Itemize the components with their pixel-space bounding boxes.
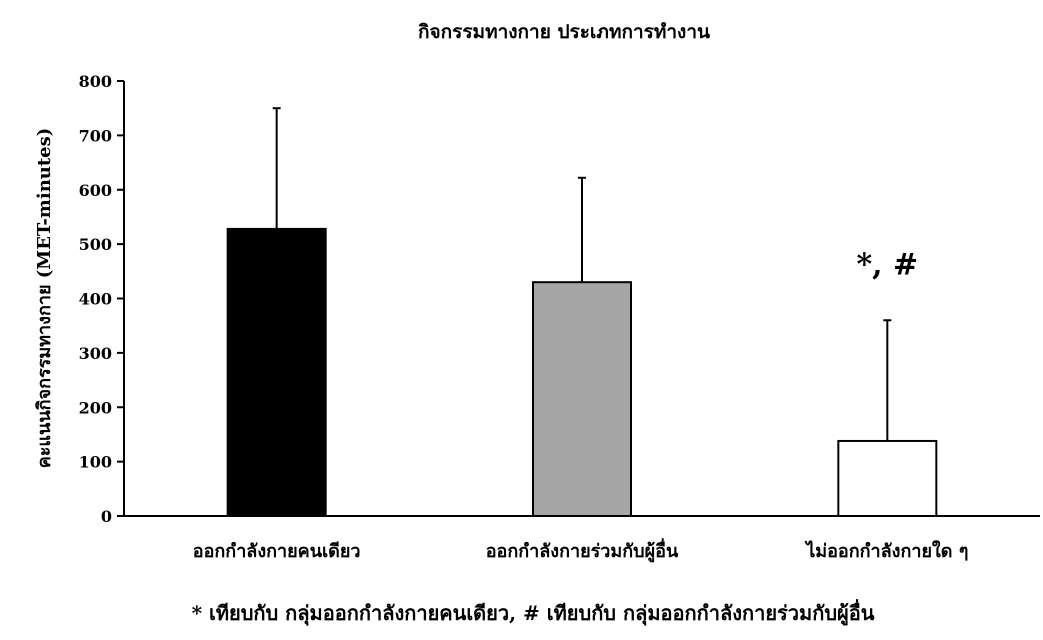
y-tick-label: 0 — [101, 507, 112, 526]
y-tick-label: 700 — [79, 126, 112, 145]
y-axis-ticks: 0 100 200 300 400 500 600 700 800 — [79, 72, 124, 526]
y-tick-label: 300 — [79, 344, 112, 363]
footnote: * เทียบกับ กลุ่มออกกำลังกายคนเดียว, # เท… — [192, 598, 875, 627]
y-tick-label: 500 — [79, 235, 112, 254]
bar-annotations: *, # — [856, 247, 918, 282]
y-axis-label: คะแนนกิจกรรมทางกาย (MET-minutes) — [34, 128, 55, 469]
y-tick-label: 400 — [79, 290, 112, 309]
y-tick-label: 100 — [79, 453, 112, 472]
bar — [228, 229, 326, 516]
y-tick-label: 800 — [79, 72, 112, 91]
chart-title: กิจกรรมทางกาย ประเภทการทำงาน — [418, 21, 710, 43]
bar — [838, 441, 936, 516]
x-category-label: ออกกำลังกายคนเดียว — [193, 541, 361, 562]
significance-annotation: *, # — [856, 247, 918, 282]
x-category-label: ไม่ออกกำลังกายใด ๆ — [804, 540, 968, 562]
y-tick-label: 600 — [79, 181, 112, 200]
x-axis-categories: ออกกำลังกายคนเดียว ออกกำลังกายร่วมกับผู้อ… — [193, 538, 969, 563]
y-tick-label: 200 — [79, 398, 112, 417]
bar — [533, 282, 631, 516]
x-category-label: ออกกำลังกายร่วมกับผู้อื่น — [486, 538, 679, 563]
